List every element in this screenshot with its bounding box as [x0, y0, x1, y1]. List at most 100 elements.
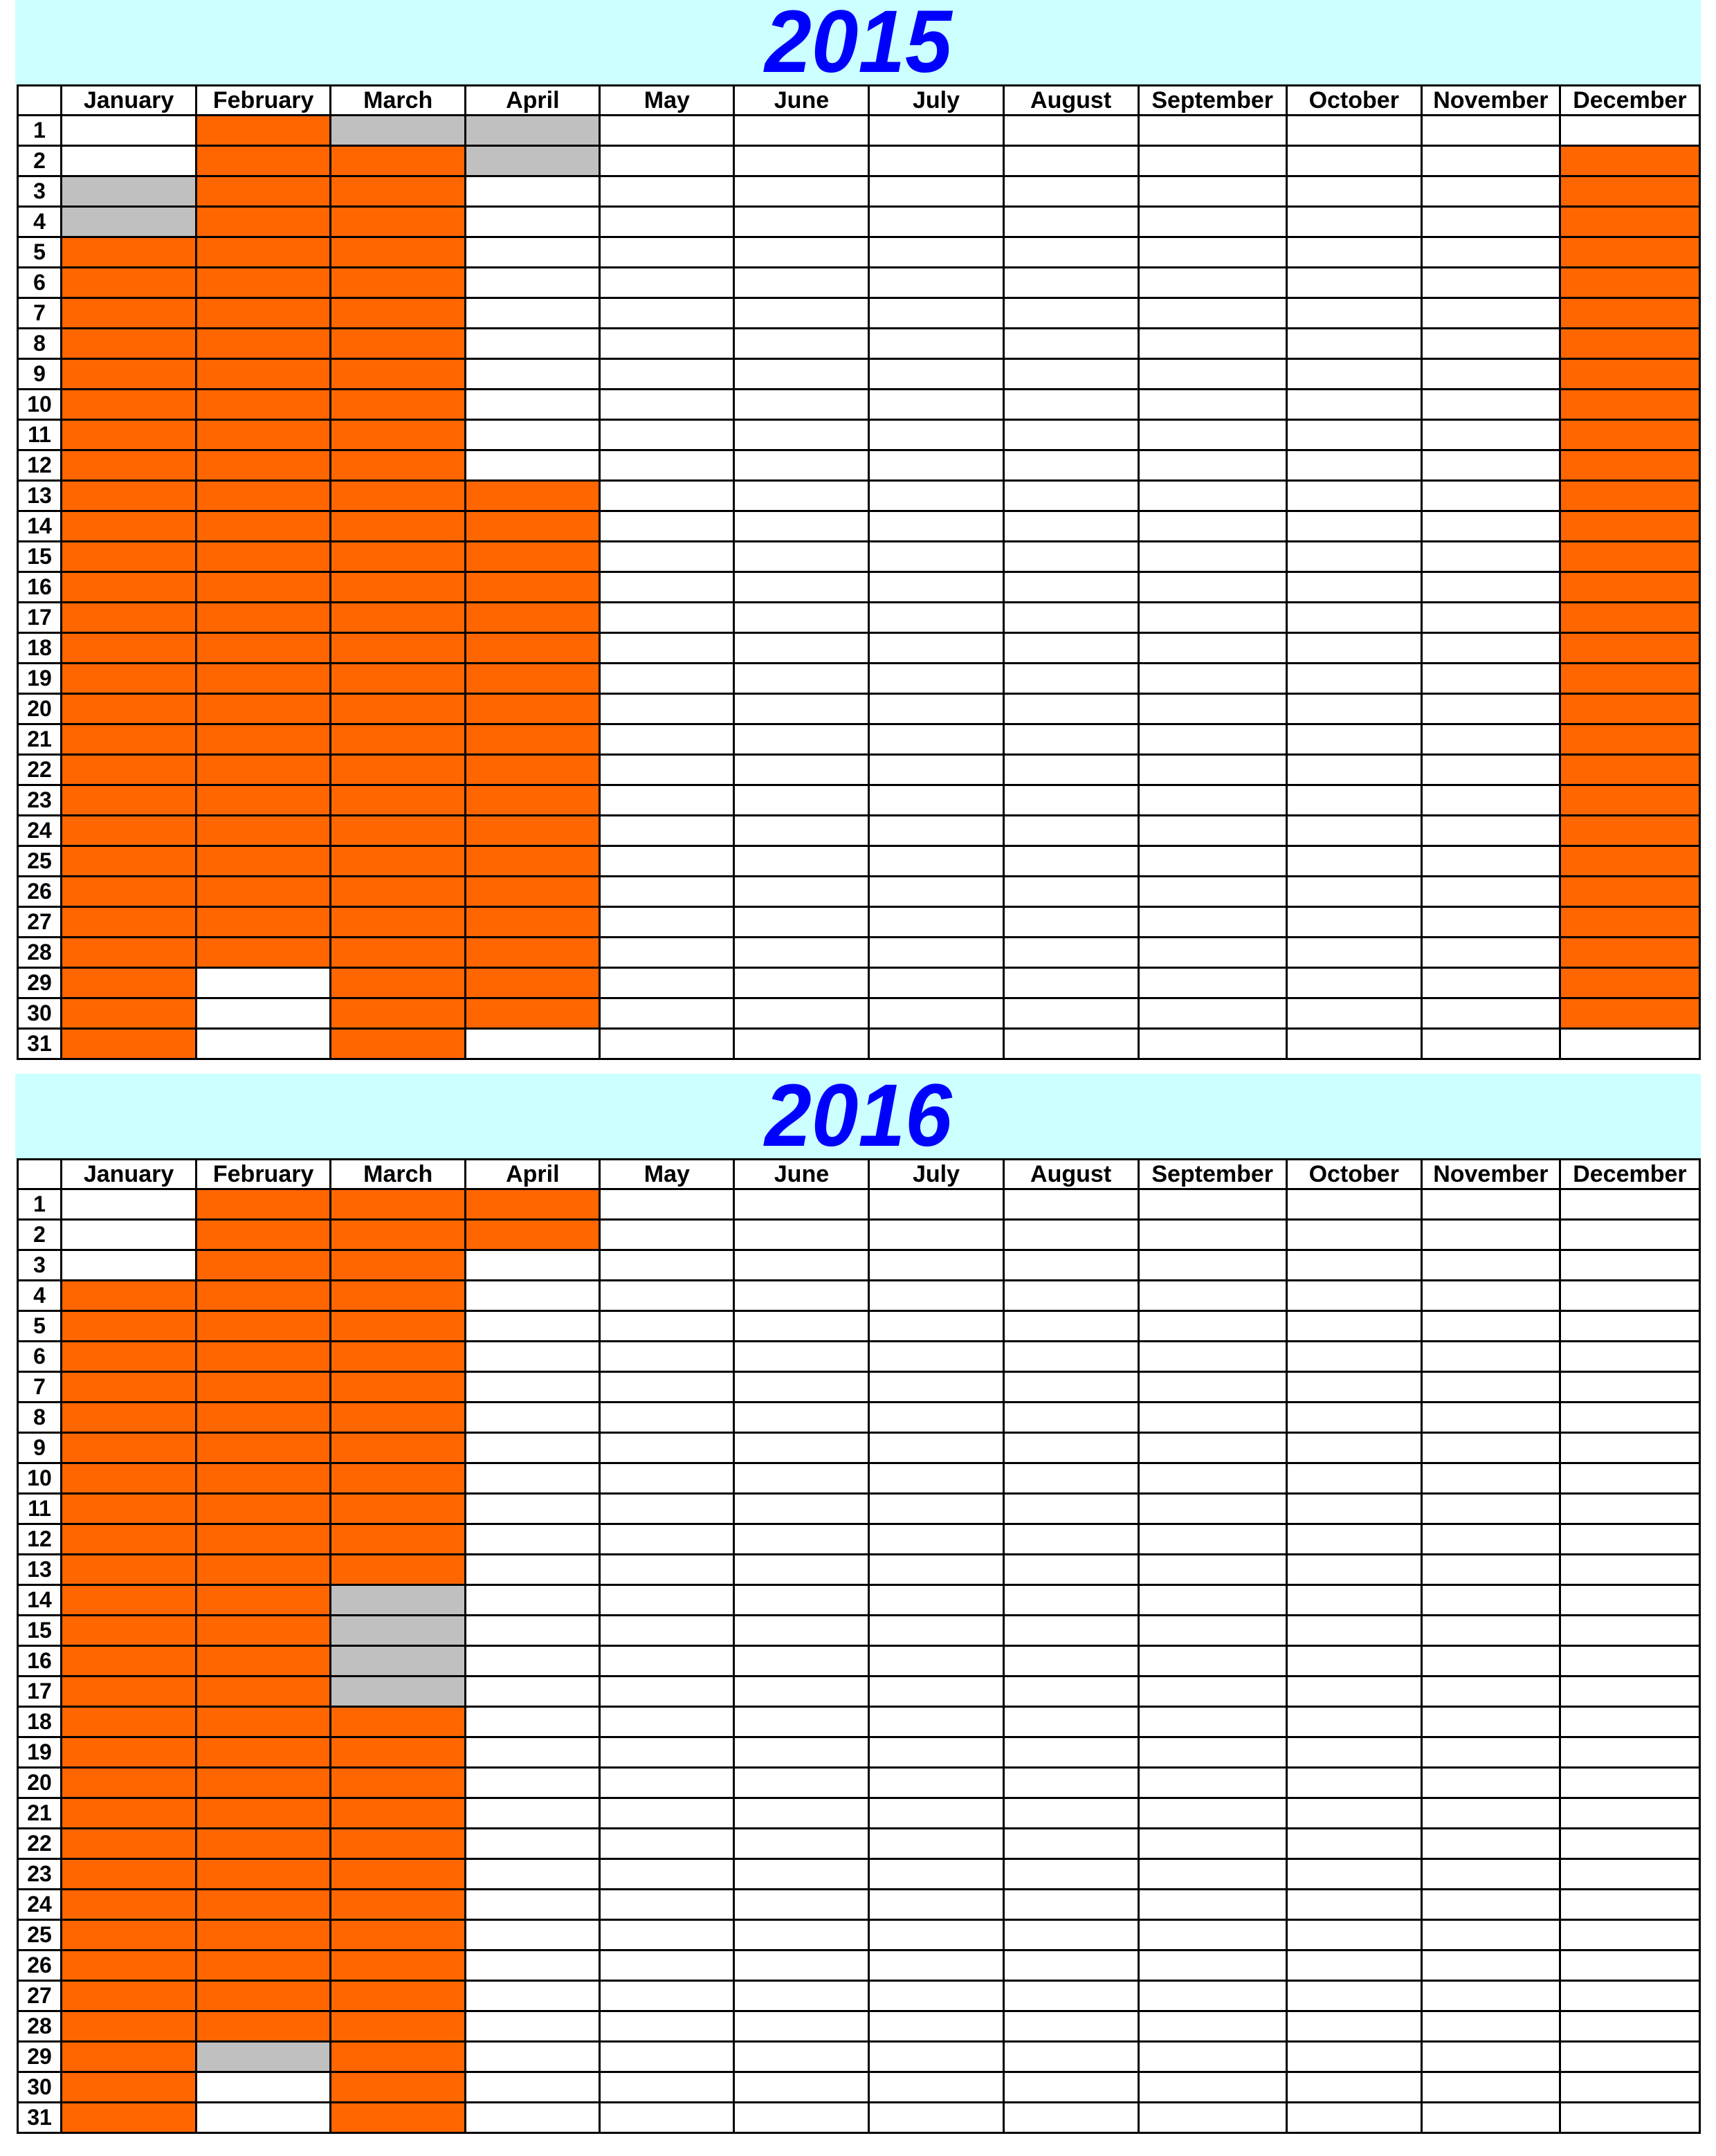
day-cell[interactable] [599, 632, 736, 664]
day-cell[interactable] [733, 967, 870, 999]
day-cell[interactable] [1137, 1797, 1288, 1829]
day-cell[interactable] [1420, 1523, 1561, 1555]
day-cell[interactable] [733, 2071, 870, 2103]
day-cell[interactable] [1558, 1462, 1701, 1495]
day-cell[interactable] [60, 1371, 198, 1403]
day-cell[interactable] [1285, 1888, 1423, 1921]
day-cell[interactable] [1002, 662, 1140, 695]
day-cell[interactable] [1285, 1279, 1423, 1312]
day-cell[interactable] [1002, 1371, 1140, 1403]
day-cell[interactable] [1420, 1553, 1561, 1586]
day-cell[interactable] [464, 997, 601, 1030]
day-cell[interactable] [1137, 479, 1288, 512]
day-cell[interactable] [1558, 1736, 1701, 1769]
day-cell[interactable] [1420, 814, 1561, 847]
day-cell[interactable] [1002, 1279, 1140, 1312]
day-cell[interactable] [1420, 1675, 1561, 1708]
day-cell[interactable] [1420, 540, 1561, 573]
day-cell[interactable] [868, 114, 1005, 147]
day-cell[interactable] [329, 1553, 467, 1586]
day-cell[interactable] [60, 967, 198, 999]
day-cell[interactable] [60, 1340, 198, 1373]
day-cell[interactable] [868, 1523, 1005, 1555]
day-cell[interactable] [1285, 814, 1423, 847]
day-cell[interactable] [60, 1553, 198, 1586]
day-cell[interactable] [1002, 1766, 1140, 1799]
day-cell[interactable] [599, 1614, 736, 1647]
day-cell[interactable] [1285, 1675, 1423, 1708]
day-cell[interactable] [464, 662, 601, 695]
day-cell[interactable] [60, 936, 198, 969]
day-cell[interactable] [1558, 1675, 1701, 1708]
day-cell[interactable] [733, 723, 870, 756]
day-cell[interactable] [1420, 875, 1561, 908]
day-cell[interactable] [733, 358, 870, 390]
day-cell[interactable] [1137, 1523, 1288, 1555]
day-cell[interactable] [1002, 1310, 1140, 1342]
day-cell[interactable] [195, 1553, 332, 1586]
day-cell[interactable] [1285, 1797, 1423, 1829]
day-cell[interactable] [733, 510, 870, 542]
day-cell[interactable] [1002, 1949, 1140, 1982]
day-cell[interactable] [464, 327, 601, 360]
day-cell[interactable] [1558, 1797, 1701, 1829]
day-cell[interactable] [195, 510, 332, 542]
day-cell[interactable] [599, 2010, 736, 2043]
day-cell[interactable] [868, 723, 1005, 756]
day-cell[interactable] [1558, 236, 1701, 268]
day-cell[interactable] [195, 1310, 332, 1342]
day-cell[interactable] [195, 388, 332, 421]
day-cell[interactable] [599, 540, 736, 573]
day-cell[interactable] [1002, 753, 1140, 786]
day-cell[interactable] [195, 175, 332, 208]
day-cell[interactable] [60, 510, 198, 542]
day-cell[interactable] [464, 297, 601, 329]
day-cell[interactable] [195, 845, 332, 877]
day-cell[interactable] [733, 906, 870, 938]
day-cell[interactable] [1002, 571, 1140, 603]
day-cell[interactable] [1558, 419, 1701, 451]
day-cell[interactable] [1420, 1584, 1561, 1616]
day-cell[interactable] [1002, 1249, 1140, 1281]
day-cell[interactable] [868, 1858, 1005, 1890]
day-cell[interactable] [329, 1371, 467, 1403]
day-cell[interactable] [868, 571, 1005, 603]
day-cell[interactable] [464, 1340, 601, 1373]
day-cell[interactable] [195, 1462, 332, 1495]
day-cell[interactable] [599, 327, 736, 360]
day-cell[interactable] [1137, 1279, 1288, 1312]
day-cell[interactable] [1420, 2010, 1561, 2043]
day-cell[interactable] [464, 540, 601, 573]
day-cell[interactable] [1137, 967, 1288, 999]
day-cell[interactable] [1137, 997, 1288, 1030]
day-cell[interactable] [733, 175, 870, 208]
day-cell[interactable] [195, 1218, 332, 1251]
day-cell[interactable] [1558, 114, 1701, 147]
day-cell[interactable] [599, 510, 736, 542]
day-cell[interactable] [1558, 2071, 1701, 2103]
day-cell[interactable] [733, 936, 870, 969]
day-cell[interactable] [1285, 175, 1423, 208]
day-cell[interactable] [1002, 814, 1140, 847]
day-cell[interactable] [868, 1027, 1005, 1060]
day-cell[interactable] [1558, 662, 1701, 695]
day-cell[interactable] [1420, 1492, 1561, 1525]
day-cell[interactable] [868, 1218, 1005, 1251]
day-cell[interactable] [1558, 2101, 1701, 2134]
day-cell[interactable] [1558, 723, 1701, 756]
day-cell[interactable] [868, 1675, 1005, 1708]
day-cell[interactable] [195, 814, 332, 847]
day-cell[interactable] [868, 632, 1005, 664]
day-cell[interactable] [733, 1401, 870, 1434]
day-cell[interactable] [464, 875, 601, 908]
day-cell[interactable] [329, 1188, 467, 1221]
day-cell[interactable] [599, 358, 736, 390]
day-cell[interactable] [195, 1797, 332, 1829]
day-cell[interactable] [1002, 297, 1140, 329]
day-cell[interactable] [1137, 1706, 1288, 1738]
day-cell[interactable] [599, 1584, 736, 1616]
day-cell[interactable] [599, 1706, 736, 1738]
day-cell[interactable] [599, 662, 736, 695]
day-cell[interactable] [329, 784, 467, 816]
day-cell[interactable] [1137, 175, 1288, 208]
